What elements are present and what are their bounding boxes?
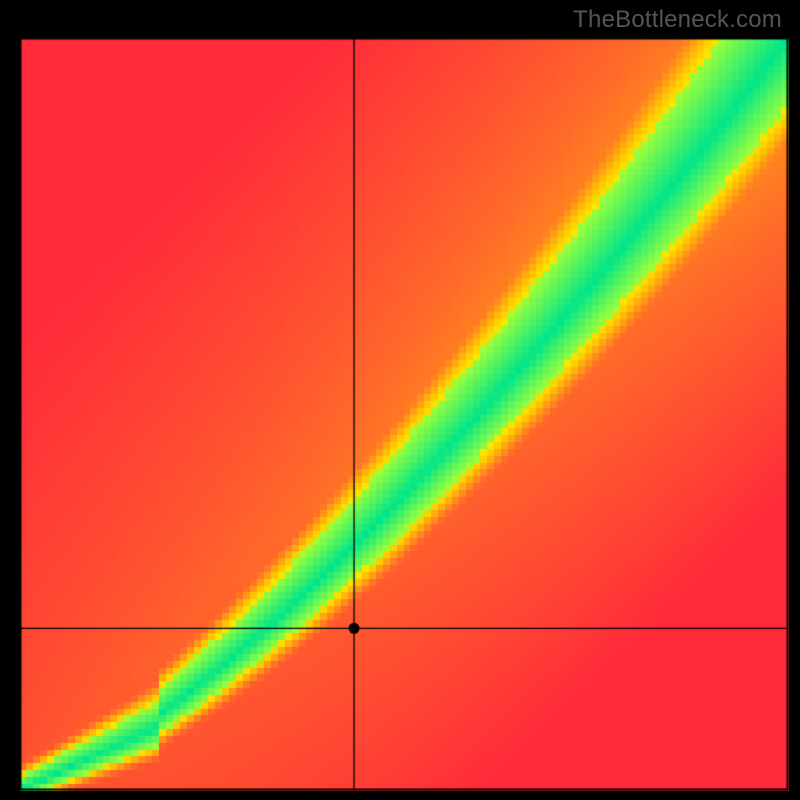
watermark-text: TheBottleneck.com — [573, 6, 782, 34]
heatmap-canvas — [0, 0, 800, 800]
chart-container: TheBottleneck.com — [0, 0, 800, 800]
